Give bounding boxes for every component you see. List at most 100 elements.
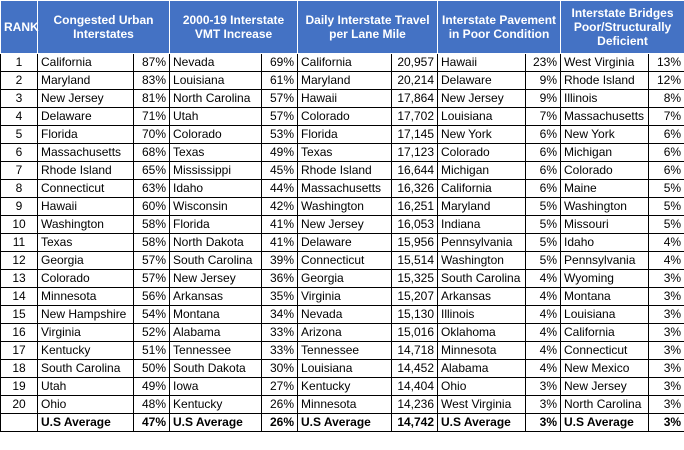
rank-cell: 8 [0,179,38,198]
pavement-value-cell: 9% [525,89,562,108]
congested-value-cell: 87% [132,53,171,72]
vmt-value-cell: 33% [261,323,299,342]
travel-state-cell: Tennessee [297,341,393,360]
vmt-state-cell: Louisiana [169,71,263,90]
bridges-value-cell: 7% [648,107,684,126]
vmt-state-cell: North Carolina [169,89,263,108]
table-row: 3 New Jersey 81% North Carolina 57% Hawaii 17,… [0,89,684,108]
travel-value-cell: 15,514 [391,251,439,270]
congested-state-cell: Delaware [37,107,134,126]
table-body: 1 California 87% Nevada 69% California 20,957 H… [0,53,684,432]
vmt-state-cell: Utah [169,107,263,126]
vmt-value-cell: 57% [261,89,299,108]
vmt-state-cell: Montana [169,305,263,324]
congested-state-cell: New Hampshire [37,305,134,324]
travel-value-cell: 14,452 [391,359,439,378]
average-label-cell: U.S Average [37,413,134,432]
congested-value-cell: 57% [132,251,171,270]
rank-cell: 4 [0,107,38,126]
vmt-value-cell: 36% [261,269,299,288]
rank-cell: 10 [0,215,38,234]
congested-value-cell: 58% [132,233,171,252]
pavement-state-cell: Hawaii [437,53,527,72]
travel-state-cell: New Jersey [297,215,393,234]
rank-cell: 20 [0,395,38,414]
table-row: 6 Massachusetts 68% Texas 49% Texas 17,123 Colo… [0,143,684,162]
vmt-value-cell: 41% [261,233,299,252]
bridges-value-cell: 5% [648,197,684,216]
bridges-value-cell: 3% [648,395,684,414]
congested-value-cell: 65% [132,161,171,180]
rank-cell: 11 [0,233,38,252]
bridges-value-cell: 6% [648,161,684,180]
header-rank: RANK [0,0,39,54]
pavement-state-cell: South Carolina [437,269,527,288]
vmt-state-cell: Florida [169,215,263,234]
congested-state-cell: Florida [37,125,134,144]
bridges-state-cell: Washington [560,197,650,216]
bridges-state-cell: Montana [560,287,650,306]
pavement-state-cell: Oklahoma [437,323,527,342]
travel-state-cell: Rhode Island [297,161,393,180]
vmt-state-cell: Idaho [169,179,263,198]
table-row: 18 South Carolina 50% South Dakota 30% Louisi… [0,359,684,378]
congested-value-cell: 81% [132,89,171,108]
vmt-value-cell: 27% [261,377,299,396]
travel-state-cell: Minnesota [297,395,393,414]
pavement-value-cell: 4% [525,269,562,288]
bridges-value-cell: 6% [648,143,684,162]
travel-state-cell: Maryland [297,71,393,90]
rank-cell: 5 [0,125,38,144]
travel-value-cell: 16,251 [391,197,439,216]
travel-value-cell: 16,053 [391,215,439,234]
average-bridges-value: 3% [648,413,684,432]
congested-value-cell: 71% [132,107,171,126]
vmt-value-cell: 44% [261,179,299,198]
pavement-state-cell: Washington [437,251,527,270]
bridges-state-cell: New Jersey [560,377,650,396]
travel-state-cell: Georgia [297,269,393,288]
table-row: 15 New Hampshire 54% Montana 34% Nevada 15,130… [0,305,684,324]
bridges-state-cell: New York [560,125,650,144]
table-row: 13 Colorado 57% New Jersey 36% Georgia 15,325 S… [0,269,684,288]
travel-state-cell: Hawaii [297,89,393,108]
bridges-state-cell: West Virginia [560,53,650,72]
travel-value-cell: 14,718 [391,341,439,360]
bridges-state-cell: California [560,323,650,342]
bridges-state-cell: Massachusetts [560,107,650,126]
congested-state-cell: Minnesota [37,287,134,306]
header-daily-travel-per-lane-mile: Daily Interstate Travel per Lane Mile [297,0,439,54]
travel-state-cell: Massachusetts [297,179,393,198]
pavement-state-cell: Arkansas [437,287,527,306]
pavement-state-cell: New York [437,125,527,144]
congested-state-cell: Ohio [37,395,134,414]
vmt-state-cell: Colorado [169,125,263,144]
congested-state-cell: New Jersey [37,89,134,108]
vmt-value-cell: 69% [261,53,299,72]
congested-state-cell: California [37,53,134,72]
congested-value-cell: 70% [132,125,171,144]
average-label-cell: U.S Average [297,413,393,432]
pavement-value-cell: 4% [525,323,562,342]
vmt-state-cell: Tennessee [169,341,263,360]
bridges-state-cell: New Mexico [560,359,650,378]
table-row: 11 Texas 58% North Dakota 41% Delaware 15,956 P… [0,233,684,252]
rank-cell: 19 [0,377,38,396]
vmt-value-cell: 34% [261,305,299,324]
vmt-value-cell: 42% [261,197,299,216]
average-pavement-value: 3% [525,413,562,432]
congested-state-cell: Virginia [37,323,134,342]
congested-value-cell: 63% [132,179,171,198]
average-rank-cell [0,413,38,432]
travel-value-cell: 16,644 [391,161,439,180]
congested-value-cell: 48% [132,395,171,414]
pavement-value-cell: 4% [525,341,562,360]
congested-state-cell: Texas [37,233,134,252]
pavement-value-cell: 6% [525,161,562,180]
bridges-state-cell: Connecticut [560,341,650,360]
table-row: 20 Ohio 48% Kentucky 26% Minnesota 14,236 West … [0,395,684,414]
travel-state-cell: California [297,53,393,72]
travel-value-cell: 16,326 [391,179,439,198]
rank-cell: 17 [0,341,38,360]
travel-state-cell: Kentucky [297,377,393,396]
